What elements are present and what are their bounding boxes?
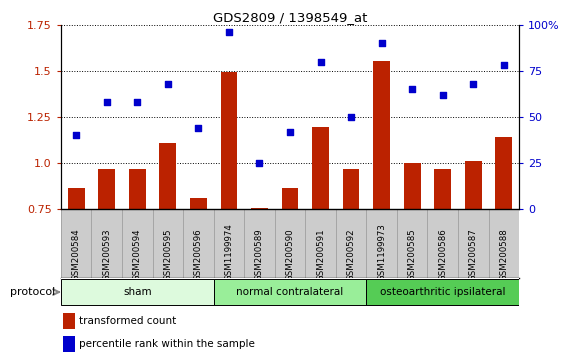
Bar	[465, 161, 481, 209]
Bar	[220, 72, 237, 209]
Point	[408, 86, 417, 92]
Bar	[63, 313, 75, 329]
Point	[316, 59, 325, 64]
Bar	[312, 127, 329, 209]
Text: normal contralateral: normal contralateral	[237, 287, 343, 297]
Point	[133, 99, 142, 105]
Bar	[190, 198, 206, 209]
Point	[438, 92, 447, 98]
Title: GDS2809 / 1398549_at: GDS2809 / 1398549_at	[213, 11, 367, 24]
Bar	[251, 208, 268, 209]
Bar	[343, 169, 360, 209]
Text: osteoarthritic ipsilateral: osteoarthritic ipsilateral	[380, 287, 506, 297]
Point	[255, 160, 264, 166]
Text: sham: sham	[123, 287, 151, 297]
Bar	[160, 143, 176, 209]
Bar	[99, 169, 115, 209]
Bar	[495, 137, 512, 209]
Bar	[61, 279, 213, 305]
Bar	[404, 163, 420, 209]
Bar	[213, 279, 367, 305]
Point	[194, 125, 203, 131]
Point	[469, 81, 478, 86]
Text: percentile rank within the sample: percentile rank within the sample	[79, 339, 255, 349]
Bar	[434, 169, 451, 209]
Point	[71, 132, 81, 138]
Text: transformed count: transformed count	[79, 316, 176, 326]
Bar	[63, 336, 75, 352]
Point	[102, 99, 111, 105]
Point	[163, 81, 172, 86]
Point	[377, 40, 386, 46]
Bar	[367, 279, 519, 305]
Point	[285, 129, 295, 135]
Bar	[68, 188, 85, 209]
Point	[346, 114, 356, 120]
Point	[224, 29, 234, 35]
Bar	[374, 61, 390, 209]
Point	[499, 62, 509, 68]
Text: protocol: protocol	[10, 287, 55, 297]
Bar	[129, 169, 146, 209]
Bar	[282, 188, 298, 209]
